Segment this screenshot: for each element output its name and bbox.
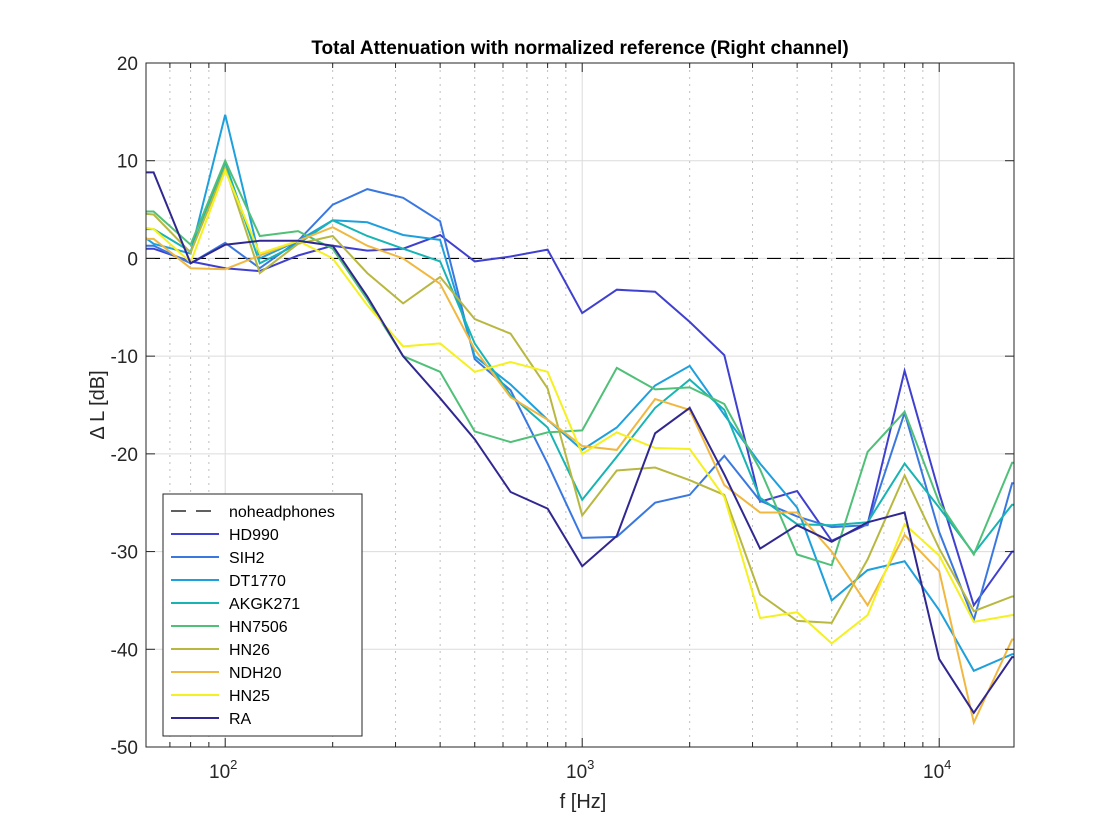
x-tick-labels: 102 103 104 — [209, 757, 951, 783]
legend-label-dt1770: DT1770 — [229, 573, 286, 590]
series-layer — [146, 114, 1014, 726]
legend-label-ndh20: NDH20 — [229, 665, 282, 682]
y-tick-label: 10 — [117, 152, 138, 173]
legend-label-hn26: HN26 — [229, 642, 270, 659]
chart-title: Total Attenuation with normalized refere… — [311, 38, 848, 59]
series-line-ra — [146, 171, 1014, 715]
legend-label-sih2: SIH2 — [229, 550, 265, 567]
series-line-sih2 — [146, 188, 1014, 624]
series-line-hn7506 — [146, 158, 1014, 567]
y-tick-label: 0 — [127, 249, 138, 270]
y-axis-label: Δ L [dB] — [87, 370, 109, 439]
legend: noheadphones HD990 SIH2 DT1770 AKGK271 HN7506… — [162, 493, 363, 737]
x-axis-label: f [Hz] — [560, 791, 607, 813]
legend-label-hd990: HD990 — [229, 527, 279, 544]
series-line-hn26 — [146, 164, 1014, 624]
x-tick-label: 104 — [923, 757, 951, 783]
series-line-hd990 — [146, 233, 1014, 608]
y-tick-label: -10 — [111, 347, 138, 368]
x-tick-label: 103 — [566, 757, 594, 783]
y-tick-label: -50 — [111, 738, 138, 759]
legend-label-hn7506: HN7506 — [229, 619, 288, 636]
x-tick-label: 102 — [209, 757, 237, 783]
plot-frame — [145, 62, 1015, 748]
legend-label-hn25: HN25 — [229, 688, 270, 705]
y-tick-label: -20 — [111, 445, 138, 466]
axis-ticks — [145, 62, 1014, 748]
series-line-hn25 — [146, 167, 1014, 645]
legend-label-noheadphones: noheadphones — [229, 504, 335, 521]
series-line-akgk271 — [146, 159, 1014, 556]
y-tick-label: -40 — [111, 640, 138, 661]
series-line-ndh20 — [146, 226, 1014, 726]
series-line-dt1770 — [146, 114, 1014, 673]
y-tick-label: 20 — [117, 54, 138, 75]
y-tick-label: -30 — [111, 543, 138, 564]
y-tick-labels: 20 10 0 -10 -20 -30 -40 -50 — [111, 54, 138, 759]
legend-label-akgk271: AKGK271 — [229, 596, 300, 613]
legend-label-ra: RA — [229, 711, 252, 728]
